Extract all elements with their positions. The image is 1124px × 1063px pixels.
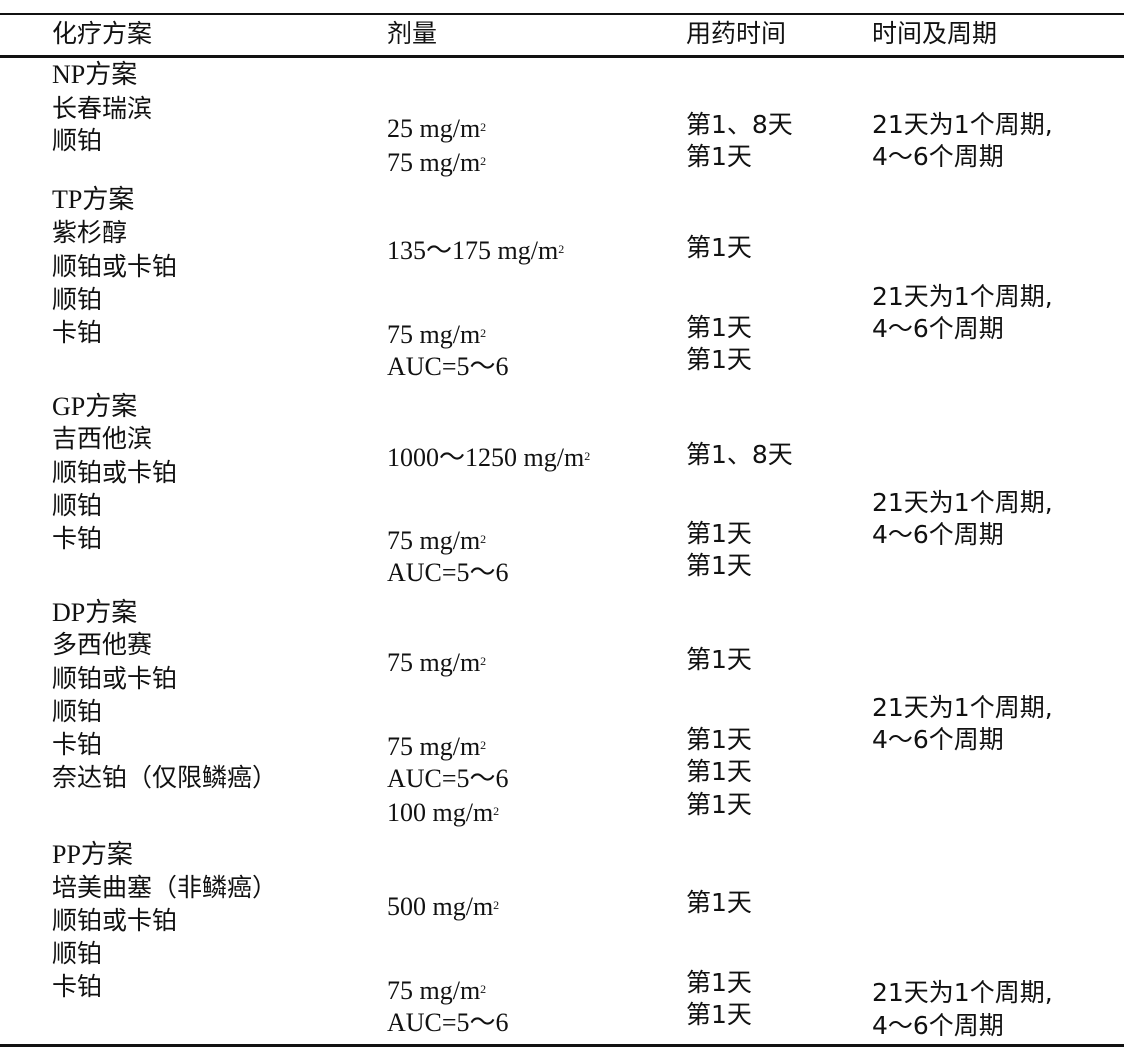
header-scheme: 化疗方案 <box>52 19 153 48</box>
cycle: 21天为1个周期, <box>872 978 1053 1007</box>
regimen-name: GP方案 <box>52 392 138 421</box>
dose: 1000～1250 mg/m2 <box>387 443 591 472</box>
drug: 紫杉醇 <box>52 218 128 247</box>
cycle: 4～6个周期 <box>872 725 1004 754</box>
cycle: 21天为1个周期, <box>872 110 1053 139</box>
timing: 第1天 <box>686 888 752 917</box>
dose: 75 mg/m2 <box>387 732 487 761</box>
timing: 第1天 <box>686 1000 752 1029</box>
top-rule <box>0 13 1124 15</box>
dose: AUC=5～6 <box>387 1008 509 1037</box>
timing: 第1天 <box>686 142 752 171</box>
drug: 培美曲塞（非鳞癌） <box>52 873 278 902</box>
dose: 135～175 mg/m2 <box>387 236 565 265</box>
timing: 第1天 <box>686 757 752 786</box>
cycle: 4～6个周期 <box>872 314 1004 343</box>
dose: 500 mg/m2 <box>387 892 500 921</box>
cycle: 4～6个周期 <box>872 142 1004 171</box>
dose: AUC=5～6 <box>387 558 509 587</box>
drug: 卡铂 <box>52 318 103 347</box>
drug: 奈达铂（仅限鳞癌） <box>52 763 278 792</box>
timing: 第1天 <box>686 725 752 754</box>
timing: 第1、8天 <box>686 110 793 139</box>
timing: 第1天 <box>686 233 752 262</box>
header-timing: 用药时间 <box>686 19 787 48</box>
drug: 顺铂或卡铂 <box>52 906 178 935</box>
drug: 顺铂或卡铂 <box>52 458 178 487</box>
drug: 顺铂 <box>52 491 103 520</box>
regimen-name: NP方案 <box>52 60 138 89</box>
dose: 75 mg/m2 <box>387 148 487 177</box>
regimen-name: TP方案 <box>52 185 135 214</box>
header-rule <box>0 55 1124 58</box>
dose: 75 mg/m2 <box>387 976 487 1005</box>
drug: 卡铂 <box>52 730 103 759</box>
dose: 75 mg/m2 <box>387 526 487 555</box>
timing: 第1、8天 <box>686 440 793 469</box>
dose: 75 mg/m2 <box>387 648 487 677</box>
cycle: 21天为1个周期, <box>872 488 1053 517</box>
drug: 顺铂或卡铂 <box>52 252 178 281</box>
drug: 卡铂 <box>52 972 103 1001</box>
regimen-name: PP方案 <box>52 840 133 869</box>
timing: 第1天 <box>686 968 752 997</box>
cycle: 21天为1个周期, <box>872 282 1053 311</box>
drug: 顺铂 <box>52 939 103 968</box>
timing: 第1天 <box>686 551 752 580</box>
timing: 第1天 <box>686 313 752 342</box>
timing: 第1天 <box>686 345 752 374</box>
cycle: 4～6个周期 <box>872 1011 1004 1040</box>
drug: 顺铂 <box>52 285 103 314</box>
dose: 25 mg/m2 <box>387 114 487 143</box>
cycle: 21天为1个周期, <box>872 693 1053 722</box>
drug: 吉西他滨 <box>52 424 153 453</box>
dose: AUC=5～6 <box>387 764 509 793</box>
dose: 75 mg/m2 <box>387 320 487 349</box>
drug: 多西他赛 <box>52 630 153 659</box>
header-dose: 剂量 <box>387 19 438 48</box>
cycle: 4～6个周期 <box>872 520 1004 549</box>
bottom-rule <box>0 1044 1124 1047</box>
drug: 顺铂 <box>52 697 103 726</box>
dose: 100 mg/m2 <box>387 798 500 827</box>
drug: 顺铂或卡铂 <box>52 664 178 693</box>
dose: AUC=5～6 <box>387 352 509 381</box>
timing: 第1天 <box>686 519 752 548</box>
header-cycle: 时间及周期 <box>872 19 998 48</box>
regimen-name: DP方案 <box>52 598 138 627</box>
timing: 第1天 <box>686 790 752 819</box>
drug: 顺铂 <box>52 126 103 155</box>
timing: 第1天 <box>686 645 752 674</box>
drug: 卡铂 <box>52 524 103 553</box>
drug: 长春瑞滨 <box>52 94 153 123</box>
